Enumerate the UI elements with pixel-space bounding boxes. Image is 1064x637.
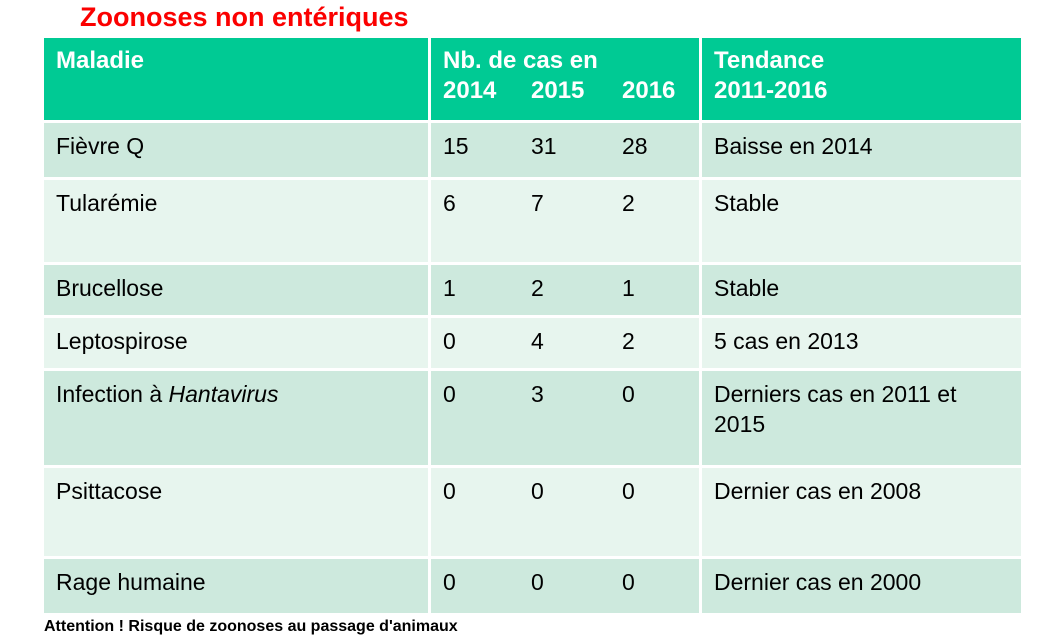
table-header-row: Maladie Nb. de cas en 2014 2015 2016 Tenda… — [44, 38, 1021, 120]
maladie-text: Rage humaine — [56, 569, 206, 595]
cases-2014-value: 15 — [443, 133, 469, 159]
tendance-text: Stable — [714, 275, 780, 301]
cell-tendance: 5 cas en 2013 — [702, 318, 1021, 368]
cell-cases: 1 2 1 — [431, 265, 699, 315]
cell-cases: 0 0 0 — [431, 559, 699, 613]
table-row-fievre-q: Fièvre Q 15 31 28 Baisse en 2014 — [44, 123, 1021, 177]
tendance-header-range: 2011-2016 — [714, 77, 828, 104]
cell-maladie: Brucellose — [44, 265, 428, 315]
cases-2015-value: 2 — [531, 275, 544, 301]
year-header-2014: 2014 — [443, 77, 497, 104]
cases-2016-value: 1 — [622, 275, 635, 301]
cell-maladie: Fièvre Q — [44, 123, 428, 177]
cases-2015-value: 0 — [531, 569, 544, 595]
cases-2016-value: 2 — [622, 190, 635, 216]
tendance-text: Dernier cas en 2008 — [714, 478, 922, 504]
cases-2014-value: 0 — [443, 328, 456, 354]
table-row-hantavirus: Infection à Hantavirus 0 3 0 Derniers cas … — [44, 371, 1021, 465]
table-row-leptospirose: Leptospirose 0 4 2 5 cas en 2013 — [44, 318, 1021, 368]
year-header-2016: 2016 — [622, 77, 676, 104]
cases-2014-value: 0 — [443, 569, 456, 595]
tendance-text: 5 cas en 2013 — [714, 328, 859, 354]
cases-2016-value: 0 — [622, 478, 635, 504]
cell-cases: 6 7 2 — [431, 180, 699, 262]
cell-maladie: Rage humaine — [44, 559, 428, 613]
cases-2014-value: 6 — [443, 190, 456, 216]
column-header-maladie-label: Maladie — [56, 47, 145, 74]
cell-maladie: Tularémie — [44, 180, 428, 262]
tendance-text: Baisse en 2014 — [714, 133, 873, 159]
cell-tendance: Stable — [702, 265, 1021, 315]
maladie-text: Psittacose — [56, 478, 163, 504]
cell-tendance: Dernier cas en 2008 — [702, 468, 1021, 556]
cell-tendance: Dernier cas en 2000 — [702, 559, 1021, 613]
cases-2016-value: 2 — [622, 328, 635, 354]
cell-cases: 15 31 28 — [431, 123, 699, 177]
cases-2016-value: 28 — [622, 133, 648, 159]
maladie-text: Leptospirose — [56, 328, 188, 354]
maladie-text: Brucellose — [56, 275, 164, 301]
cell-cases: 0 0 0 — [431, 468, 699, 556]
year-header-2015: 2015 — [531, 77, 585, 104]
cell-tendance: Baisse en 2014 — [702, 123, 1021, 177]
table-row-rage-humaine: Rage humaine 0 0 0 Dernier cas en 2000 — [44, 559, 1021, 613]
cases-header-label: Nb. de cas en — [443, 47, 598, 74]
cases-2015-value: 31 — [531, 133, 557, 159]
cell-tendance: Derniers cas en 2011 et 2015 — [702, 371, 1021, 465]
tendance-header-label: Tendance — [714, 47, 825, 74]
cell-maladie: Psittacose — [44, 468, 428, 556]
table-row-brucellose: Brucellose 1 2 1 Stable — [44, 265, 1021, 315]
cases-2014-value: 0 — [443, 381, 456, 407]
cases-2015-value: 7 — [531, 190, 544, 216]
cases-2016-value: 0 — [622, 381, 635, 407]
cases-2015-value: 3 — [531, 381, 544, 407]
cell-cases: 0 3 0 — [431, 371, 699, 465]
cases-2014-value: 0 — [443, 478, 456, 504]
tendance-text: Derniers cas en 2011 et 2015 — [714, 381, 957, 437]
cases-2015-value: 4 — [531, 328, 544, 354]
cases-2016-value: 0 — [622, 569, 635, 595]
cases-2014-value: 1 — [443, 275, 456, 301]
cases-header-years: 2014 2015 2016 — [443, 76, 687, 106]
maladie-italic-text: Hantavirus — [168, 381, 279, 407]
table-row-psittacose: Psittacose 0 0 0 Dernier cas en 2008 — [44, 468, 1021, 556]
footer-warning-note: Attention ! Risque de zoonoses au passag… — [44, 618, 458, 635]
maladie-text: Fièvre Q — [56, 133, 145, 159]
column-header-cases: Nb. de cas en 2014 2015 2016 — [431, 38, 699, 120]
cell-tendance: Stable — [702, 180, 1021, 262]
maladie-text: Tularémie — [56, 190, 158, 216]
maladie-text: Infection à — [56, 381, 163, 407]
zoonoses-table: Maladie Nb. de cas en 2014 2015 2016 Tenda… — [41, 35, 1024, 616]
table-row-tularemie: Tularémie 6 7 2 Stable — [44, 180, 1021, 262]
column-header-tendance: Tendance 2011-2016 — [702, 38, 1021, 120]
page-title: Zoonoses non entériques — [80, 2, 409, 32]
cases-2015-value: 0 — [531, 478, 544, 504]
tendance-text: Stable — [714, 190, 780, 216]
cell-maladie: Infection à Hantavirus — [44, 371, 428, 465]
cell-cases: 0 4 2 — [431, 318, 699, 368]
column-header-maladie: Maladie — [44, 38, 428, 120]
cell-maladie: Leptospirose — [44, 318, 428, 368]
tendance-text: Dernier cas en 2000 — [714, 569, 922, 595]
